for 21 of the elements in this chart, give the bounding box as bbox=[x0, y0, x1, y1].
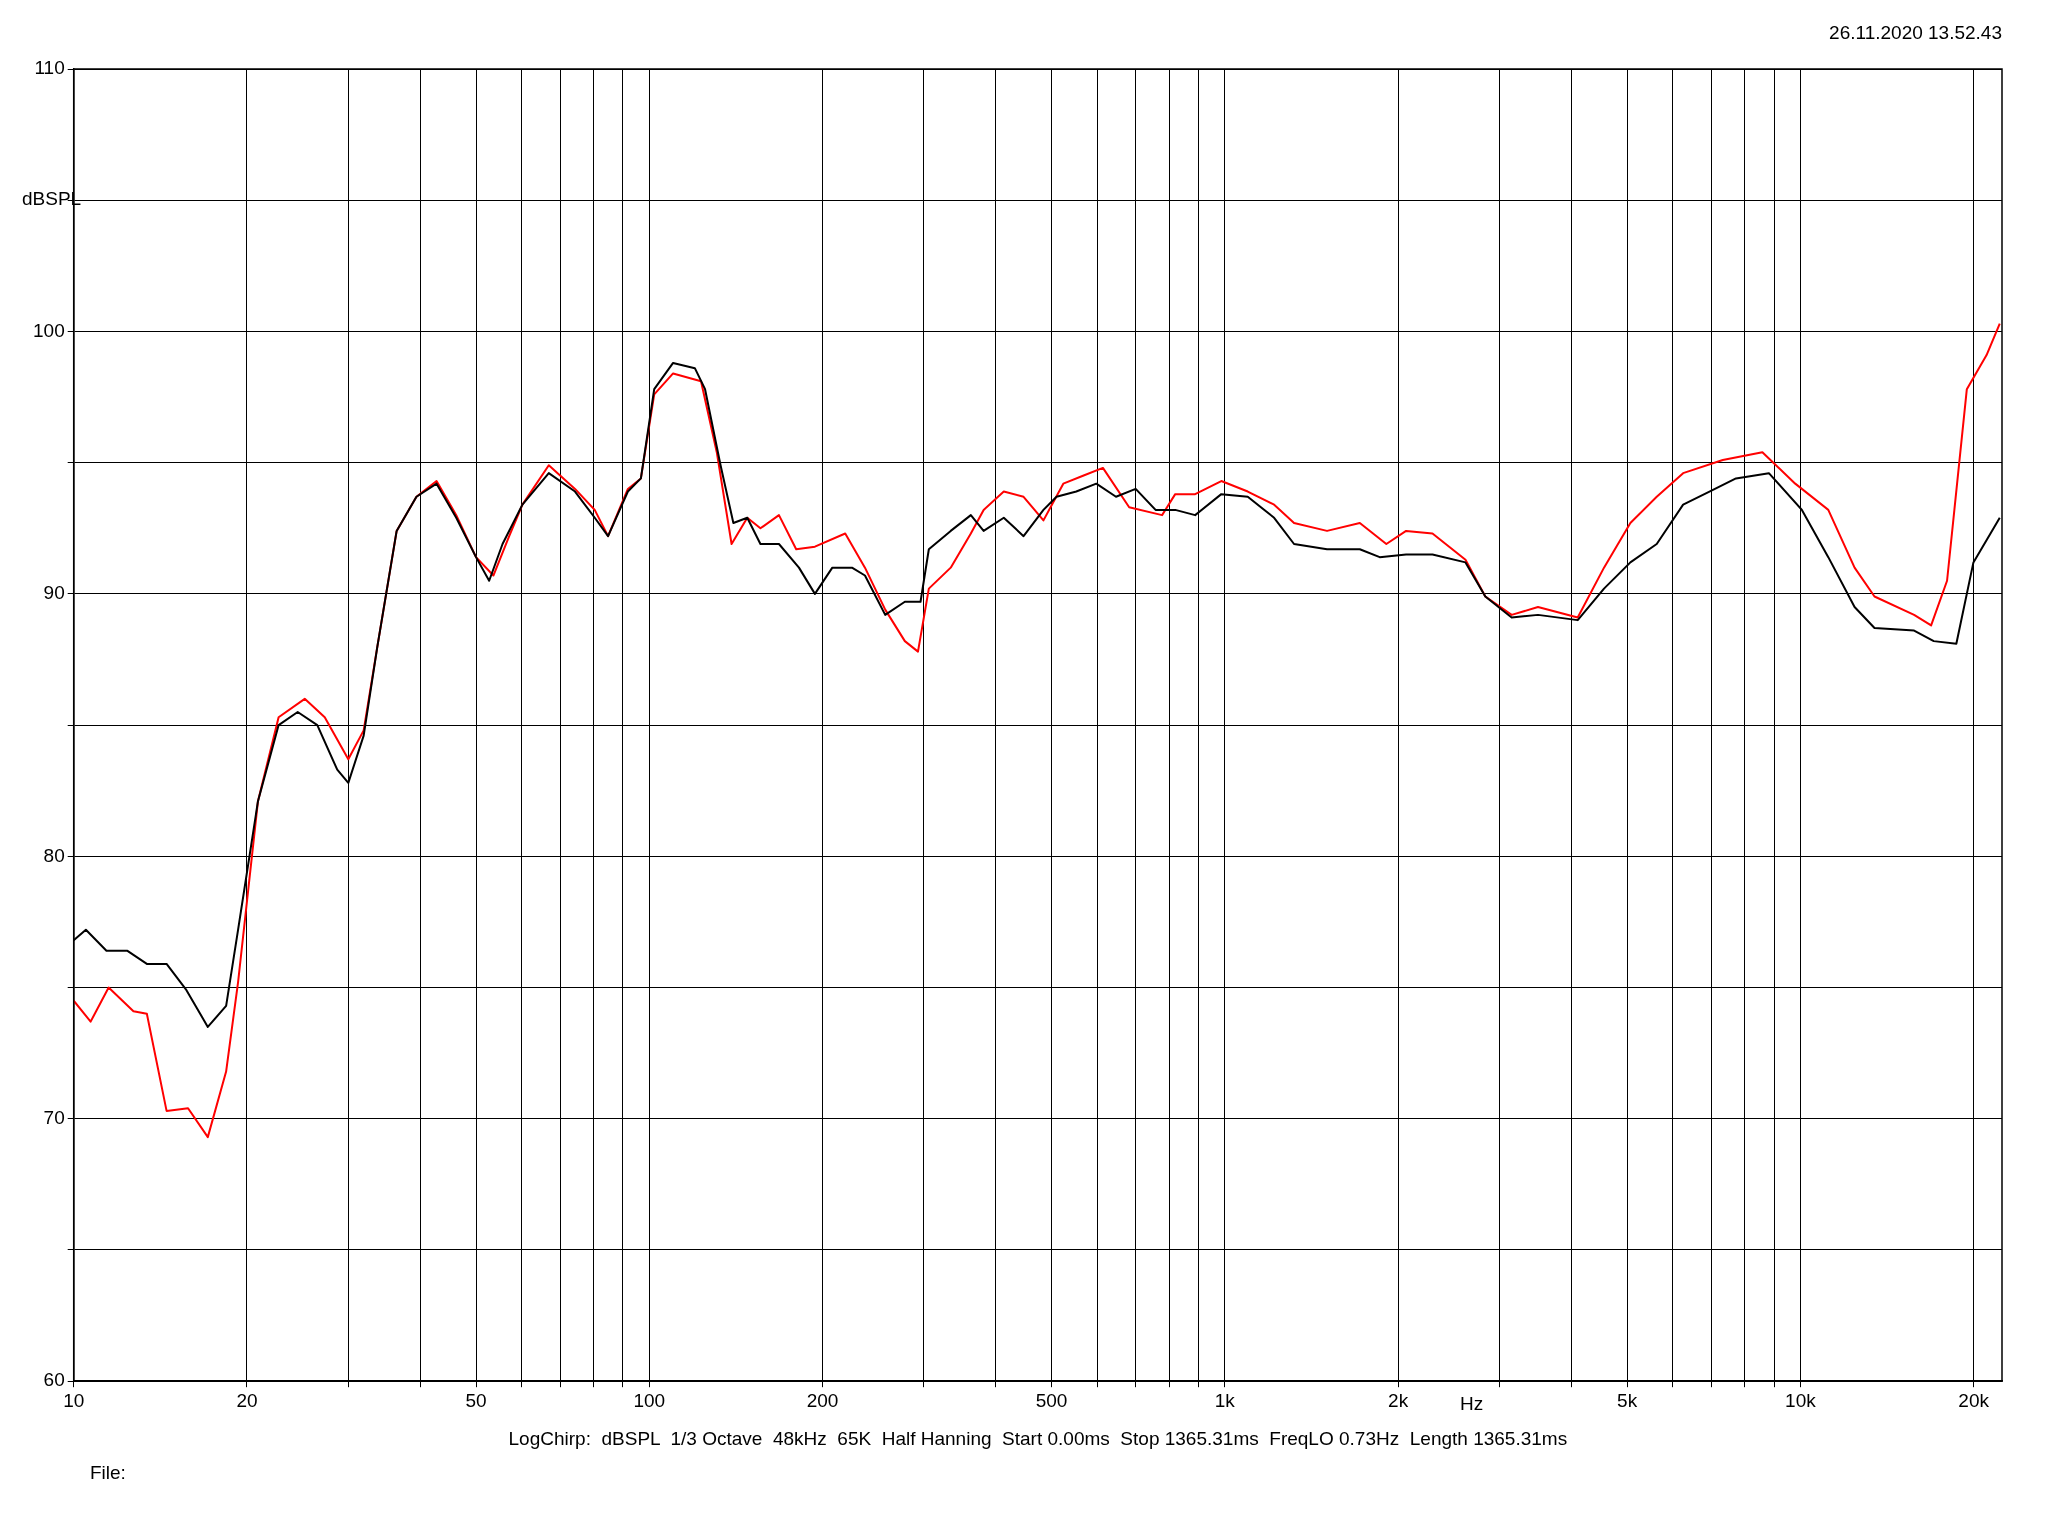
x-tick-label: 1k bbox=[1214, 1389, 1236, 1411]
x-tick-label: 200 bbox=[806, 1389, 839, 1411]
x-tick-label: 10 bbox=[63, 1389, 85, 1411]
text: 26.11.2020 13.52.43 bbox=[1829, 22, 2002, 44]
y-tick-label: 80 bbox=[43, 844, 65, 866]
y-tick-label: 100 bbox=[33, 319, 65, 341]
x-tick-label: 100 bbox=[633, 1389, 666, 1411]
y-tick-label: 90 bbox=[43, 582, 65, 604]
x-tick-label: 20k bbox=[1958, 1389, 1990, 1411]
x-axis-title: Hz bbox=[1460, 1393, 1484, 1415]
x-tick-label: 5k bbox=[1617, 1389, 1638, 1411]
x-tick-label: 50 bbox=[465, 1389, 487, 1411]
x-tick-label: 10k bbox=[1785, 1389, 1817, 1411]
x-tick-label: 20 bbox=[236, 1389, 258, 1411]
y-tick-label: 70 bbox=[43, 1106, 65, 1128]
x-tick-label: 2k bbox=[1388, 1389, 1409, 1411]
text: File: bbox=[90, 1462, 126, 1484]
y-tick-label: 60 bbox=[43, 1369, 65, 1391]
y-tick-label: 110 bbox=[34, 57, 65, 79]
x-tick-label: 500 bbox=[1035, 1389, 1068, 1411]
text: LogChirp: dBSPL 1/3 Octave 48kHz 65K Half Hanning Start 0.00ms Stop 1365.31ms FreqLO 0.73Hz Length 1365.31ms bbox=[508, 1428, 1568, 1450]
